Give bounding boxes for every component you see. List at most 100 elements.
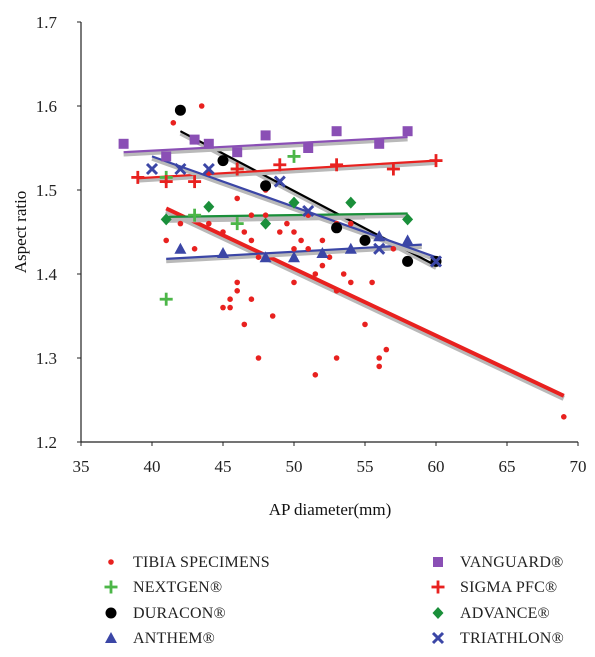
advance-point	[288, 196, 300, 209]
legend-item-tibia-specimens: TIBIA SPECIMENS	[108, 554, 270, 571]
tibia-specimens-point	[248, 296, 255, 303]
tibia-specimens-point	[362, 321, 368, 328]
legend-item-anthem: ANTHEM®	[105, 630, 215, 647]
vanguard-point	[232, 147, 243, 158]
vanguard-point	[331, 126, 342, 137]
vanguard-trend-line	[123, 135, 408, 154]
x-tick-label: 40	[144, 457, 161, 476]
sigma-pfc-point	[330, 158, 344, 172]
tibia-specimens-trend-line	[165, 206, 565, 398]
tibia-specimens-point	[262, 212, 269, 218]
tibia-specimens-point	[220, 229, 226, 235]
x-tick-label: 65	[499, 457, 516, 476]
duracon-point	[331, 222, 343, 234]
legend: TIBIA SPECIMENS NEXTGEN® DURACON® ANTHEM® VA…	[104, 554, 564, 647]
anthem-point	[217, 247, 229, 258]
duracon-point	[174, 104, 186, 116]
sigma-pfc-point	[131, 170, 145, 184]
tibia-specimens-point	[298, 237, 304, 244]
vanguard-point	[161, 151, 172, 162]
legend-item-vanguard: VANGUARD®	[433, 554, 563, 571]
tibia-specimens-point	[326, 254, 333, 260]
vanguard-point	[374, 138, 385, 149]
advance-trend-line	[166, 212, 408, 218]
tibia-specimens-point	[348, 220, 354, 227]
axes	[80, 22, 578, 443]
tibia-specimens-point	[284, 220, 290, 227]
anthem-point	[288, 251, 300, 263]
tibia-specimens-point	[312, 271, 319, 277]
vanguard-point	[402, 126, 413, 137]
advance-trend-shadow	[166, 214, 408, 222]
tibia-specimens-point	[291, 229, 297, 235]
legend-marker-triathlon	[431, 631, 445, 645]
advance-point	[203, 200, 215, 213]
tibia-specimens-point	[319, 262, 326, 269]
legend-marker-advance	[432, 607, 444, 619]
legend-label: ADVANCE®	[460, 605, 550, 622]
y-tick-label: 1.2	[36, 433, 57, 452]
tibia-specimens-point	[291, 279, 297, 286]
y-tick-label: 1.6	[36, 97, 57, 116]
tibia-specimens-point	[227, 296, 233, 303]
advance-point	[345, 196, 357, 209]
anthem-point	[401, 234, 414, 246]
tibia-specimens-point	[305, 246, 312, 252]
tibia-specimens-point	[234, 279, 240, 286]
legend-label: SIGMA PFC®	[460, 579, 557, 596]
tibia-specimens-point	[255, 355, 262, 361]
tibia-specimens-point	[234, 288, 240, 294]
anthem-point	[174, 242, 187, 254]
legend-label: TIBIA SPECIMENS	[133, 554, 270, 571]
tibia-specimens-point	[561, 414, 567, 420]
tibia-specimens-point	[248, 237, 255, 244]
tibia-specimens-point	[333, 355, 340, 361]
tibia-specimens-point	[333, 288, 340, 294]
vanguard-point	[118, 138, 129, 149]
sigma-pfc-trend-shadow	[137, 161, 437, 183]
y-axis-title: Aspect ratio	[11, 191, 30, 274]
tibia-specimens-point	[227, 304, 233, 311]
tibia-specimens-point	[241, 321, 248, 328]
x-tick-label: 50	[286, 457, 303, 476]
x-tick-label: 60	[428, 457, 445, 476]
advance-point	[160, 213, 172, 226]
sigma-pfc-point	[429, 154, 443, 168]
anthem-point	[373, 230, 386, 242]
anthem-point	[259, 251, 272, 263]
tick-labels: 35 40 45 50 55 60 65 70 1.2 1.3 1.4 1.5 1.6 1.7	[36, 13, 587, 476]
advance-point	[402, 213, 414, 226]
sigma-pfc-trend-line	[137, 159, 437, 180]
tibia-specimens-point	[241, 229, 248, 235]
tibia-specimens-point	[376, 363, 383, 370]
tibia-specimens-point	[348, 279, 354, 286]
tibia-specimens-point	[319, 237, 326, 244]
vanguard-point	[203, 138, 214, 149]
sigma-pfc-point	[386, 162, 400, 176]
tibia-specimens-point	[198, 103, 205, 109]
legend-item-advance: ADVANCE®	[432, 605, 550, 622]
legend-marker-nextgen	[104, 580, 118, 594]
tibia-specimens-point	[163, 237, 169, 244]
tibia-specimens-trend-shadow	[165, 208, 565, 401]
tibia-specimens-point	[234, 195, 240, 202]
legend-item-sigma-pfc: SIGMA PFC®	[431, 579, 557, 596]
legend-item-triathlon: TRIATHLON®	[431, 630, 564, 647]
legend-marker-anthem	[105, 632, 117, 643]
tibia-specimens-point	[340, 271, 347, 277]
legend-label: TRIATHLON®	[460, 630, 564, 647]
x-tick-label: 45	[215, 457, 232, 476]
duracon-point	[217, 155, 229, 167]
x-tick-label: 35	[73, 457, 90, 476]
y-tick-label: 1.4	[36, 265, 58, 284]
vanguard-point	[260, 130, 271, 141]
x-tick-label: 55	[357, 457, 374, 476]
tibia-specimens-point	[383, 346, 390, 353]
triathlon-point	[302, 204, 315, 218]
legend-label: NEXTGEN®	[133, 579, 222, 596]
tibia-specimens-point	[269, 313, 276, 319]
tibia-specimens-point	[191, 246, 198, 252]
tibia-specimens-point	[369, 279, 375, 286]
sigma-pfc-point	[159, 175, 173, 189]
